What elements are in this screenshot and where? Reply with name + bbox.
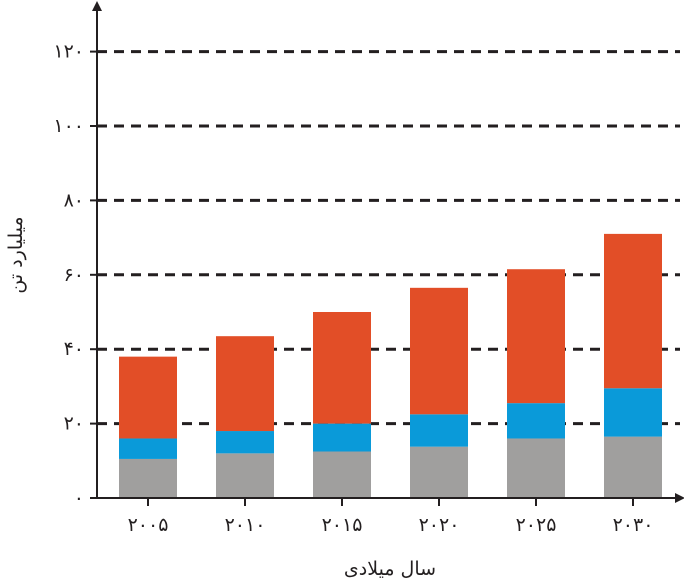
- bar-segment-3: [216, 336, 274, 432]
- bar-segment-3: [119, 356, 177, 439]
- bars: [119, 233, 662, 498]
- bar-segment-3: [604, 233, 662, 389]
- y-axis-title: میلیارد تن: [5, 216, 27, 293]
- x-tick-label: ۲۰۳۰: [613, 514, 654, 536]
- x-tick-label: ۲۰۱۰: [225, 514, 266, 536]
- gridlines: [97, 50, 680, 426]
- y-tick-labels: ۰ ۲۰ ۴۰ ۶۰ ۸۰ ۱۰۰ ۱۲۰: [53, 41, 104, 509]
- x-tick-label: ۲۰۲۵: [516, 514, 557, 536]
- x-axis-title: سال میلادی: [344, 558, 436, 580]
- x-tick-label: ۲۰۲۰: [419, 514, 460, 536]
- bar-segment-1: [216, 453, 274, 498]
- bar-segment-3: [313, 312, 371, 424]
- bar-segment-2: [410, 414, 468, 447]
- y-tick-label: ۲۰: [64, 413, 84, 435]
- x-tick-labels: ۲۰۰۵ ۲۰۱۰ ۲۰۱۵ ۲۰۲۰ ۲۰۲۵ ۲۰۳۰: [128, 498, 654, 536]
- y-tick-label: ۴۰: [64, 338, 84, 360]
- y-tick-label: ۰: [74, 487, 84, 509]
- y-tick-label: ۶۰: [64, 264, 84, 286]
- bar-segment-3: [410, 287, 468, 415]
- bar-segment-2: [313, 423, 371, 452]
- bar-segment-2: [119, 438, 177, 459]
- bar-segment-1: [604, 436, 662, 498]
- axes: [92, 1, 684, 503]
- bar-segment-1: [507, 438, 565, 498]
- bar-segment-2: [216, 431, 274, 454]
- x-tick-label: ۲۰۱۵: [322, 514, 363, 536]
- y-tick-label: ۸۰: [64, 189, 84, 211]
- bar-segment-1: [410, 446, 468, 498]
- y-tick-label: ۱۲۰: [53, 41, 84, 63]
- bar-segment-3: [507, 269, 565, 404]
- x-tick-label: ۲۰۰۵: [128, 514, 169, 536]
- bar-segment-2: [604, 388, 662, 437]
- bar-segment-1: [313, 451, 371, 498]
- bar-segment-2: [507, 403, 565, 439]
- y-tick-label: ۱۰۰: [53, 115, 84, 137]
- bar-segment-1: [119, 458, 177, 498]
